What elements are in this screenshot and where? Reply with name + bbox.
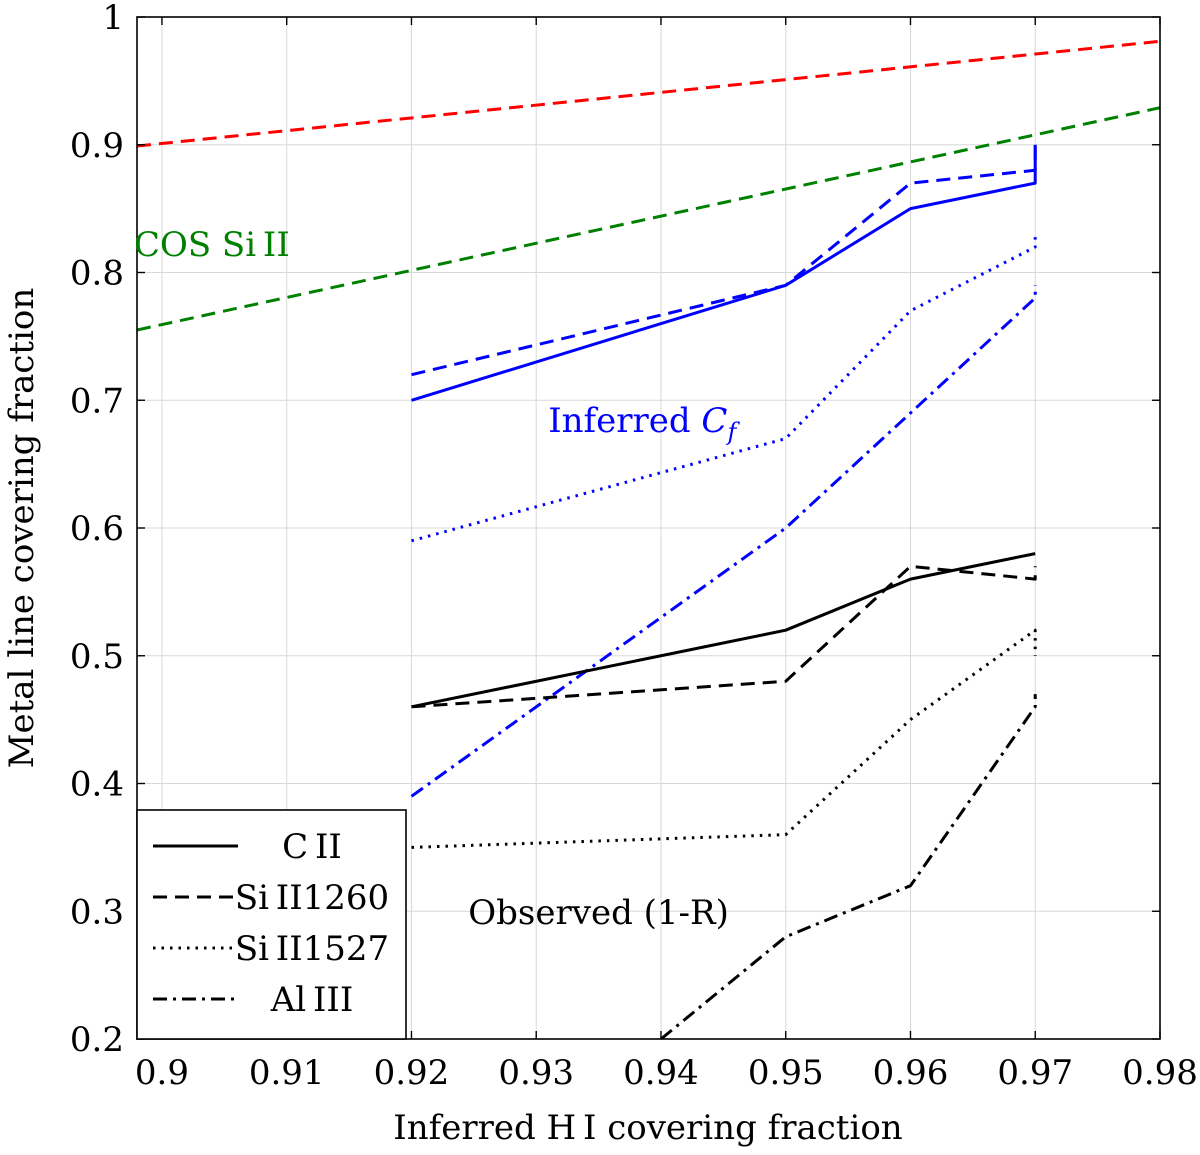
legend-label-si2-1527: Si II1527: [235, 929, 389, 969]
series-line-inferred-al-iii: [410, 285, 1037, 798]
x-tick-label: 0.93: [498, 1053, 574, 1093]
x-tick-label: 0.98: [1122, 1053, 1198, 1093]
series-line-cos-si-ii: [137, 106, 1160, 332]
series-line-observed-al-iii: [660, 694, 1037, 1039]
series-line-observed-si-ii-1260: [411, 564, 1037, 709]
annotation-observed-1-r: Observed (1-R): [468, 893, 729, 933]
y-tick-label: 0.2: [70, 1020, 124, 1060]
ticks: 0.9 0.91 0.92 0.93 0.94 0.95 0.96 0.97 0.980.20.…: [70, 0, 1198, 1093]
annotation-cos-si2: COS Si II: [134, 225, 290, 265]
x-tick-label: 0.97: [997, 1053, 1073, 1093]
legend-label-si2-1260: Si II1260: [235, 878, 389, 918]
legend-label-c2: C II: [282, 827, 342, 867]
x-tick-label: 0.94: [623, 1053, 699, 1093]
y-tick-label: 0.8: [70, 254, 124, 294]
x-tick-label: 0.91: [249, 1053, 325, 1093]
y-tick-label: 0.9: [70, 126, 124, 166]
y-tick-label: 0.5: [70, 637, 124, 677]
series-line-red-reference: [137, 39, 1160, 148]
series-layer: [137, 39, 1160, 1039]
y-tick-label: 0.7: [70, 381, 124, 421]
x-tick-label: 0.9: [135, 1053, 189, 1093]
legend-label-al3: Al III: [270, 980, 354, 1020]
x-tick-label: 0.96: [873, 1053, 949, 1093]
y-tick-label: 0.3: [70, 892, 124, 932]
series-line-observed-c-ii: [411, 552, 1036, 709]
y-axis-title: Metal line covering fraction: [2, 288, 42, 769]
x-tick-label: 0.92: [374, 1053, 450, 1093]
series-line-observed-si-ii-1527: [411, 628, 1037, 849]
series-line-inferred-si-ii-1527: [411, 234, 1037, 543]
x-axis-title: Inferred H I covering fraction: [393, 1108, 902, 1148]
annotation-inferred-cf: Inferred Cf: [548, 401, 740, 446]
y-tick-label: 0.4: [70, 765, 124, 805]
y-tick-label: 1: [102, 0, 124, 38]
series-line-inferred-si-ii-1260: [411, 144, 1037, 377]
x-tick-label: 0.95: [748, 1053, 824, 1093]
y-tick-label: 0.6: [70, 509, 124, 549]
legend: C II Si II1260 Si II1527 Al III: [136, 809, 407, 1040]
legend-box: [136, 809, 407, 1040]
